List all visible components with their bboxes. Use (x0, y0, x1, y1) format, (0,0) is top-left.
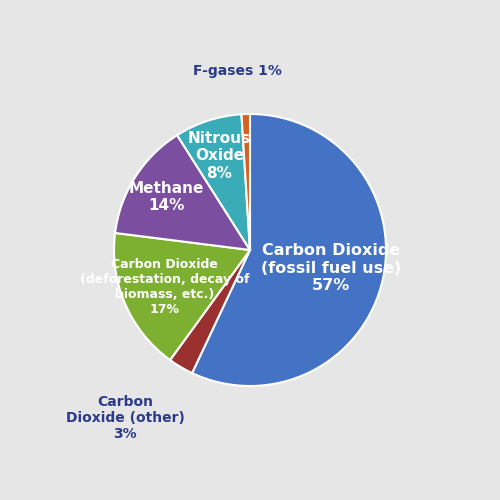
Text: F-gases 1%: F-gases 1% (193, 64, 282, 78)
Text: Nitrous
Oxide
8%: Nitrous Oxide 8% (188, 131, 251, 180)
Text: Carbon
Dioxide (other)
3%: Carbon Dioxide (other) 3% (66, 395, 184, 441)
Text: Methane
14%: Methane 14% (128, 180, 204, 213)
Text: Carbon Dioxide
(fossil fuel use)
57%: Carbon Dioxide (fossil fuel use) 57% (261, 243, 402, 293)
Wedge shape (177, 114, 250, 250)
Wedge shape (170, 250, 250, 373)
Wedge shape (115, 135, 250, 250)
Wedge shape (192, 114, 386, 386)
Text: Carbon Dioxide
(deforestation, decay of
biomass, etc.)
17%: Carbon Dioxide (deforestation, decay of … (80, 258, 249, 316)
Wedge shape (242, 114, 250, 250)
Wedge shape (114, 233, 250, 360)
